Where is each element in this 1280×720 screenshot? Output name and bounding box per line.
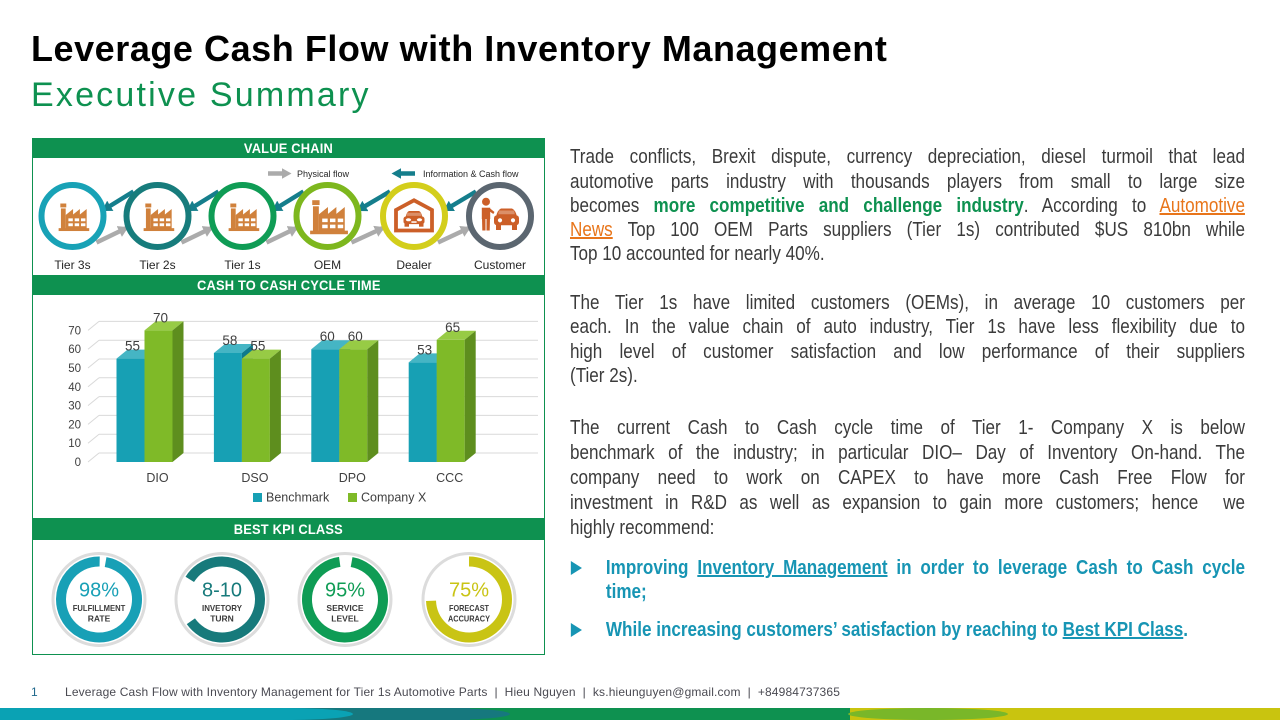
svg-text:OEM: OEM	[314, 258, 341, 272]
svg-text:60: 60	[348, 329, 363, 344]
svg-text:Information & Cash flow: Information & Cash flow	[423, 169, 519, 179]
svg-text:FORECAST: FORECAST	[449, 603, 490, 613]
svg-text:TURN: TURN	[210, 614, 234, 624]
svg-text:10: 10	[68, 438, 81, 450]
svg-text:DPO: DPO	[339, 471, 366, 485]
svg-text:65: 65	[445, 320, 460, 335]
svg-text:Tier 2s: Tier 2s	[139, 258, 175, 272]
svg-text:0: 0	[75, 457, 81, 469]
svg-text:8-10: 8-10	[202, 580, 242, 602]
svg-text:Tier 3s: Tier 3s	[54, 258, 90, 272]
svg-text:60: 60	[68, 344, 81, 356]
svg-text:ACCURACY: ACCURACY	[448, 614, 490, 624]
svg-text:53: 53	[417, 342, 432, 357]
svg-text:30: 30	[68, 401, 81, 413]
svg-text:40: 40	[68, 382, 81, 394]
svg-text:98%: 98%	[79, 580, 119, 602]
svg-text:55: 55	[250, 339, 265, 354]
svg-text:Tier 1s: Tier 1s	[224, 258, 260, 272]
svg-text:DSO: DSO	[241, 471, 268, 485]
svg-text:Company X: Company X	[361, 491, 427, 505]
svg-text:SERVICE: SERVICE	[326, 603, 363, 613]
svg-text:55: 55	[125, 339, 140, 354]
svg-text:CCC: CCC	[436, 471, 463, 485]
svg-text:95%: 95%	[325, 580, 365, 602]
svg-text:20: 20	[68, 419, 81, 431]
svg-text:Benchmark: Benchmark	[266, 491, 330, 505]
svg-text:FULFILLMENT: FULFILLMENT	[73, 603, 126, 613]
svg-text:Customer: Customer	[474, 258, 526, 272]
svg-text:58: 58	[222, 333, 237, 348]
svg-text:70: 70	[68, 325, 81, 337]
svg-text:75%: 75%	[449, 580, 489, 602]
svg-text:50: 50	[68, 363, 81, 375]
svg-text:70: 70	[153, 310, 168, 325]
svg-text:Physical flow: Physical flow	[297, 169, 350, 179]
svg-text:60: 60	[320, 329, 335, 344]
svg-text:LEVEL: LEVEL	[331, 614, 358, 624]
svg-text:INVETORY: INVETORY	[202, 603, 242, 613]
svg-text:RATE: RATE	[88, 614, 111, 624]
svg-text:Dealer: Dealer	[396, 258, 431, 272]
svg-text:DIO: DIO	[146, 471, 169, 485]
